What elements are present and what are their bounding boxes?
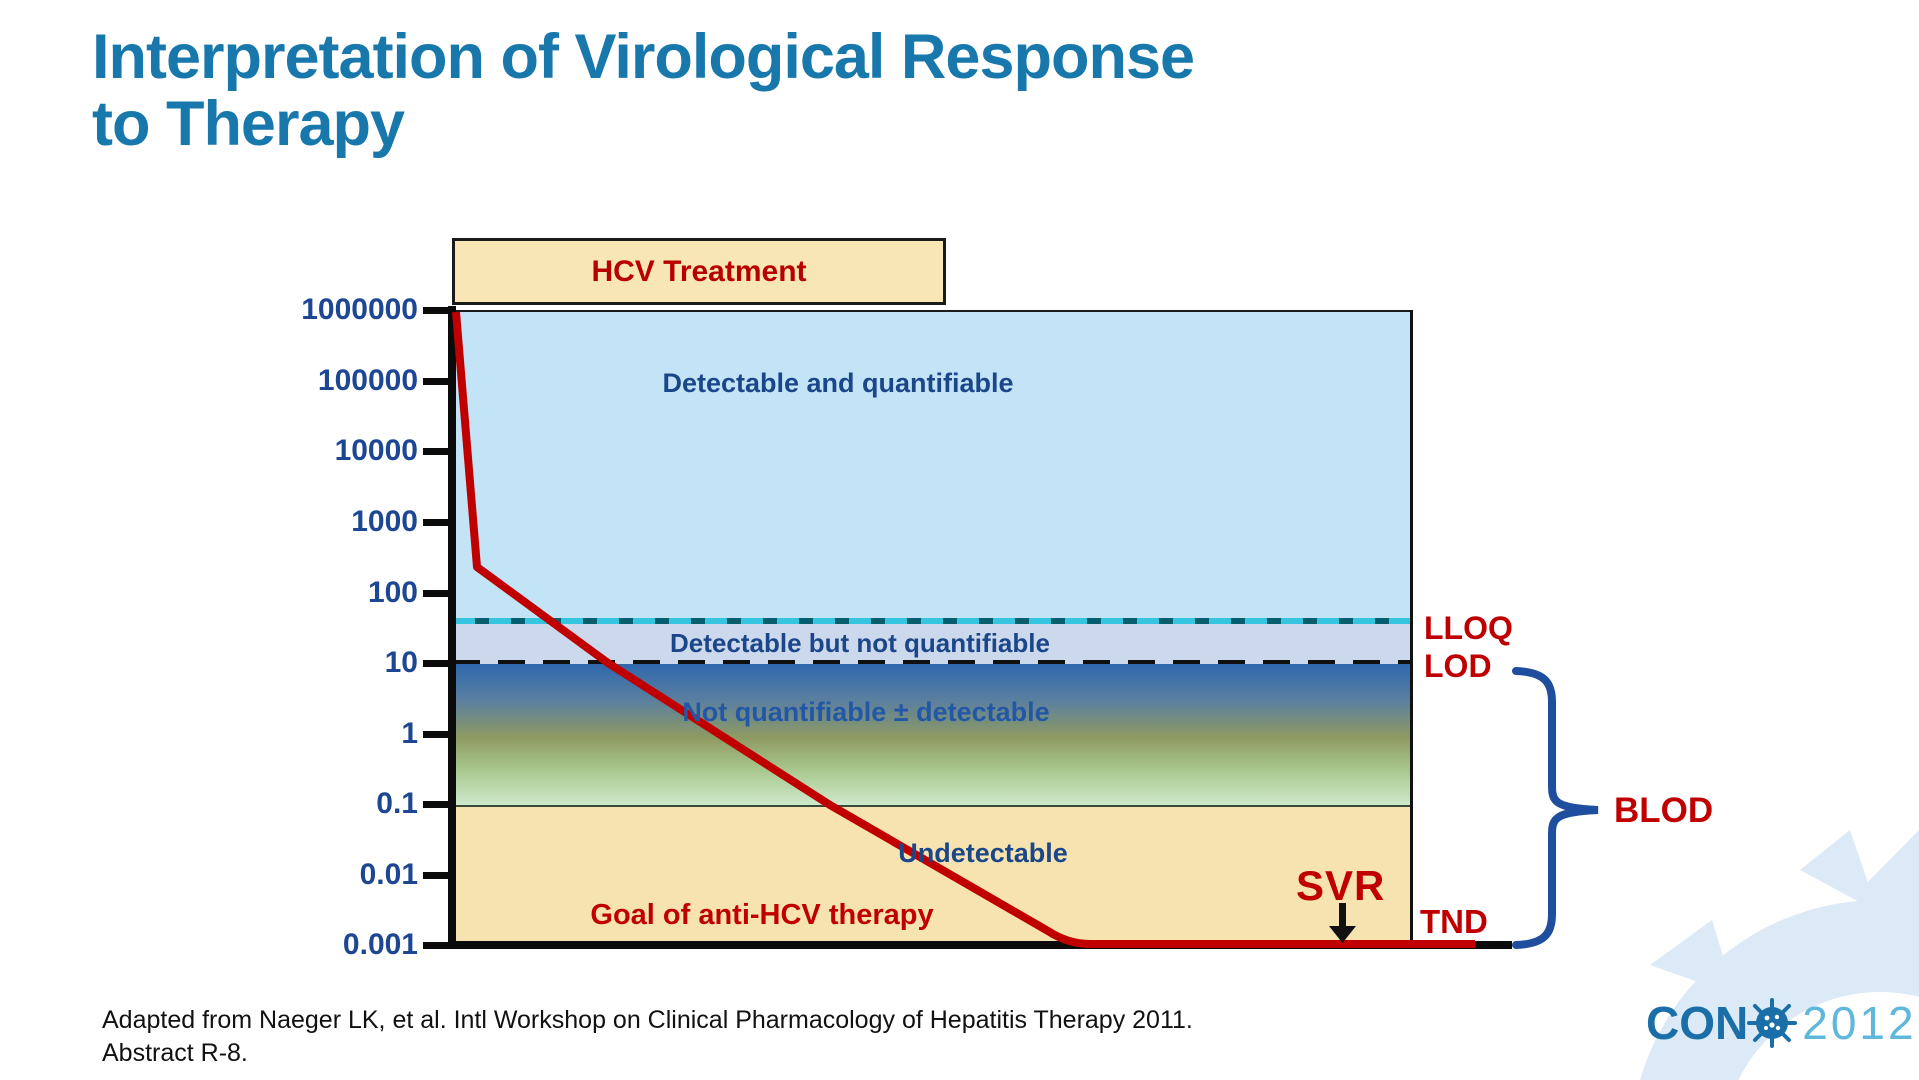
y-tick (423, 660, 451, 667)
lloq-threshold-line (453, 618, 1410, 624)
y-tick-label: 100 (367, 576, 418, 609)
logo-text-year: 2012 (1802, 997, 1917, 1049)
y-tick-label: 10000 (334, 434, 418, 467)
y-tick (423, 307, 451, 314)
y-tick (423, 731, 451, 738)
y-tick-label: 1000 (351, 505, 418, 538)
y-tick (423, 942, 451, 949)
y-tick (423, 448, 451, 455)
page-title: Interpretation of Virological Response t… (92, 22, 1195, 160)
x-axis-line (448, 941, 1512, 949)
y-tick-label: 0.1 (376, 787, 418, 820)
goal-label: Goal of anti-HCV therapy (590, 899, 934, 931)
hcv-treatment-label: HCV Treatment (591, 254, 807, 288)
blod-label: BLOD (1614, 791, 1714, 830)
y-tick (423, 519, 451, 526)
zone-not-quantifiable-detectable (453, 664, 1410, 805)
citation-line-1: Adapted from Naeger LK, et al. Intl Work… (102, 1006, 1193, 1034)
lloq-label: LLOQ (1424, 610, 1513, 646)
zone-label-not-quantifiable-detectable: Not quantifiable ± detectable (682, 697, 1050, 727)
y-tick-label: 0.001 (342, 928, 418, 961)
zone-detectable-quantifiable (453, 310, 1410, 624)
zone-label-detectable-not-quantifiable: Detectable but not quantifiable (670, 628, 1050, 658)
cono-2012-logo: CON 2012 (1646, 997, 1917, 1049)
y-tick-label: 1000000 (301, 293, 418, 326)
svr-label: SVR (1296, 862, 1386, 909)
y-tick (423, 801, 451, 808)
y-axis-line (448, 306, 456, 949)
y-tick (423, 378, 451, 385)
zone-detectable-not-quantifiable (453, 624, 1410, 664)
y-tick-label: 100000 (317, 364, 418, 397)
citation: Adapted from Naeger LK, et al. Intl Work… (102, 1004, 1193, 1070)
y-tick (423, 590, 451, 597)
citation-line-2: Abstract R-8. (102, 1039, 248, 1067)
zone-undetectable (453, 805, 1410, 947)
virus-o-icon (1747, 998, 1798, 1048)
viral-load-curve (452, 311, 1475, 948)
lod-label: LOD (1424, 648, 1492, 684)
blod-brace (1512, 667, 1599, 949)
svr-arrow-icon (1329, 903, 1356, 943)
y-tick (423, 872, 451, 879)
logo-text-con: CON (1646, 997, 1749, 1049)
tnd-label: TND (1420, 903, 1488, 940)
y-tick-label: 1 (401, 717, 418, 750)
zone-label-detectable-quantifiable: Detectable and quantifiable (662, 368, 1014, 398)
y-tick-label: 10 (384, 646, 418, 679)
hcv-treatment-banner: HCV Treatment (452, 238, 946, 305)
chart-plot-area (453, 310, 1413, 947)
y-tick-label: 0.01 (359, 858, 418, 891)
zone-label-undetectable: Undetectable (898, 838, 1068, 868)
lod-threshold-line (453, 660, 1410, 665)
title-line-1: Interpretation of Virological Response (92, 22, 1195, 92)
title-line-2: to Therapy (92, 89, 405, 160)
